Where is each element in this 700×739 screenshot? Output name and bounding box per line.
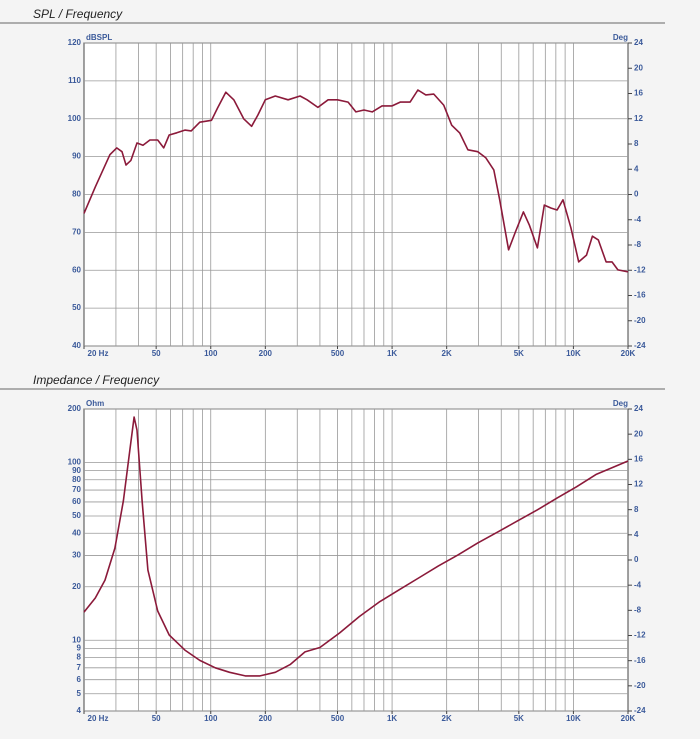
y2-tick-label: 8 xyxy=(634,505,639,514)
y-tick-label: 100 xyxy=(68,458,82,467)
y2-tick-label: 4 xyxy=(634,164,639,173)
y2-axis-unit: Deg xyxy=(613,33,628,42)
chart-title: Impedance / Frequency xyxy=(33,373,160,387)
y-tick-label: 70 xyxy=(72,227,81,236)
y2-tick-label: -8 xyxy=(634,240,642,249)
y-tick-label: 4 xyxy=(77,706,82,715)
y2-tick-label: -4 xyxy=(634,580,642,589)
x-tick-label: 20K xyxy=(621,714,636,723)
y-tick-label: 9 xyxy=(77,644,82,653)
y-tick-label: 8 xyxy=(77,653,82,662)
y-tick-label: 120 xyxy=(68,38,82,47)
y2-tick-label: 24 xyxy=(634,38,643,47)
y2-tick-label: -4 xyxy=(634,215,642,224)
x-tick-label: 100 xyxy=(204,714,218,723)
data-line xyxy=(83,89,629,273)
y-tick-label: 200 xyxy=(68,404,82,413)
y-tick-label: 100 xyxy=(68,114,82,123)
y-axis-unit: dBSPL xyxy=(86,33,112,42)
y-tick-label: 70 xyxy=(72,485,81,494)
y-tick-label: 50 xyxy=(72,511,81,520)
y-tick-label: 60 xyxy=(72,497,81,506)
y2-tick-label: -8 xyxy=(634,605,642,614)
y2-tick-label: 20 xyxy=(634,63,643,72)
y-axis-unit: Ohm xyxy=(86,399,104,408)
y-tick-label: 60 xyxy=(72,265,81,274)
y-tick-label: 40 xyxy=(72,528,81,537)
y2-tick-label: -20 xyxy=(634,681,646,690)
y-tick-label: 7 xyxy=(77,663,82,672)
x-tick-label: 1K xyxy=(387,714,397,723)
x-tick-label: 200 xyxy=(259,714,273,723)
y-tick-label: 40 xyxy=(72,341,81,350)
x-tick-label: 20 Hz xyxy=(88,714,109,723)
x-tick-label: 2K xyxy=(442,714,452,723)
y2-tick-label: 20 xyxy=(634,429,643,438)
y2-tick-label: -24 xyxy=(634,706,646,715)
y-tick-label: 110 xyxy=(68,76,81,85)
chart-title: SPL / Frequency xyxy=(33,7,123,21)
y-tick-label: 10 xyxy=(72,635,81,644)
x-tick-label: 20K xyxy=(621,349,636,358)
y-tick-label: 5 xyxy=(77,689,82,698)
y2-tick-label: -12 xyxy=(634,265,646,274)
y2-tick-label: 0 xyxy=(634,190,639,199)
y2-tick-label: -24 xyxy=(634,341,646,350)
x-tick-label: 2K xyxy=(442,349,452,358)
y-tick-label: 30 xyxy=(72,551,81,560)
y2-tick-label: 12 xyxy=(634,480,643,489)
y-tick-label: 90 xyxy=(72,466,81,475)
y2-tick-label: -16 xyxy=(634,656,646,665)
y2-tick-label: -20 xyxy=(634,316,646,325)
y2-tick-label: 0 xyxy=(634,555,639,564)
y-tick-label: 80 xyxy=(72,475,81,484)
x-tick-label: 200 xyxy=(259,349,273,358)
x-tick-label: 100 xyxy=(204,349,218,358)
x-tick-label: 10K xyxy=(566,714,581,723)
data-line xyxy=(83,416,629,677)
y2-tick-label: -16 xyxy=(634,291,646,300)
x-tick-label: 500 xyxy=(331,714,345,723)
plot-area xyxy=(83,408,629,712)
y2-tick-label: 16 xyxy=(634,454,643,463)
y-tick-label: 90 xyxy=(72,152,81,161)
y2-axis-unit: Deg xyxy=(613,399,628,408)
x-tick-label: 5K xyxy=(514,349,524,358)
x-tick-label: 10K xyxy=(566,349,581,358)
y2-tick-label: 12 xyxy=(634,114,643,123)
x-tick-label: 20 Hz xyxy=(88,349,109,358)
y2-tick-label: -12 xyxy=(634,631,646,640)
x-tick-label: 50 xyxy=(152,714,161,723)
y-tick-label: 50 xyxy=(72,303,81,312)
y-tick-label: 20 xyxy=(72,582,81,591)
y2-tick-label: 16 xyxy=(634,89,643,98)
y2-tick-label: 4 xyxy=(634,530,639,539)
y-tick-label: 80 xyxy=(72,190,81,199)
y-tick-label: 6 xyxy=(77,675,82,684)
x-tick-label: 500 xyxy=(331,349,345,358)
x-tick-label: 5K xyxy=(514,714,524,723)
y2-tick-label: 24 xyxy=(634,404,643,413)
y2-tick-label: 8 xyxy=(634,139,639,148)
x-tick-label: 50 xyxy=(152,349,161,358)
x-tick-label: 1K xyxy=(387,349,397,358)
